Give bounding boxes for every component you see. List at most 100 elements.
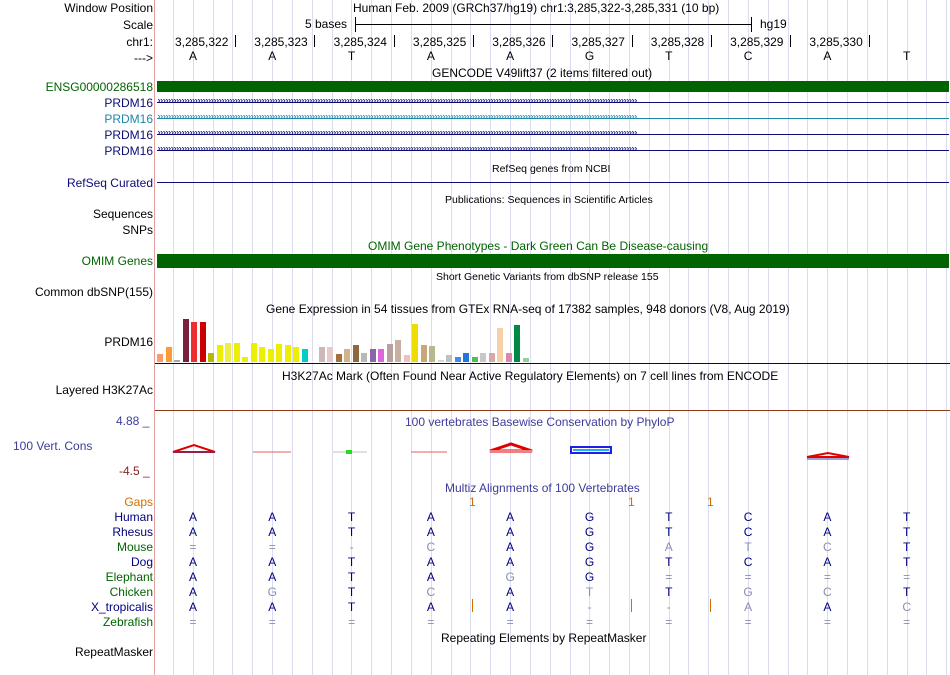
- prdm16-transcript[interactable]: ››››››››››››››››››››››››››››››››››››››››…: [157, 99, 949, 106]
- aligned-base: T: [744, 540, 752, 554]
- gtex-tissue-bar[interactable]: [301, 349, 308, 362]
- gtex-title[interactable]: Gene Expression in 54 tissues from GTEx …: [266, 302, 790, 316]
- omim-feature-bar[interactable]: [157, 254, 949, 268]
- gtex-tissue-bar[interactable]: [412, 323, 419, 362]
- refseq-line[interactable]: [157, 182, 949, 183]
- multiz-title[interactable]: Multiz Alignments of 100 Vertebrates: [445, 481, 640, 495]
- gtex-tissue-bar[interactable]: [429, 346, 436, 362]
- grid-line: [787, 0, 789, 675]
- repeatmasker-title[interactable]: Repeating Elements by RepeatMasker: [441, 631, 647, 645]
- gtex-tissue-bar[interactable]: [310, 361, 317, 362]
- gtex-tissue-bar[interactable]: [514, 325, 521, 362]
- aligned-base: A: [188, 585, 197, 599]
- phylop-label[interactable]: 100 Vert. Cons: [13, 439, 93, 453]
- gtex-tissue-bar[interactable]: [352, 344, 359, 362]
- species-label[interactable]: Zebrafish: [102, 615, 153, 629]
- gtex-tissue-bar[interactable]: [446, 355, 453, 362]
- aligned-base: A: [506, 600, 515, 614]
- gtex-tissue-bar[interactable]: [378, 349, 385, 362]
- gtex-tissue-bar[interactable]: [208, 353, 215, 362]
- gtex-tissue-bar[interactable]: [157, 353, 164, 362]
- gtex-tissue-bar[interactable]: [174, 359, 181, 362]
- gtex-tissue-bar[interactable]: [437, 359, 444, 362]
- gtex-tissue-bar[interactable]: [361, 353, 368, 362]
- species-label[interactable]: Chicken: [109, 585, 153, 599]
- gtex-tissue-bar[interactable]: [454, 356, 461, 362]
- species-label[interactable]: Mouse: [116, 540, 153, 554]
- gtex-tissue-bar[interactable]: [480, 353, 487, 362]
- refseq-title[interactable]: RefSeq genes from NCBI: [492, 163, 611, 175]
- gtex-tissue-bar[interactable]: [471, 356, 478, 362]
- gaps-label[interactable]: Gaps: [124, 495, 153, 509]
- prdm16-transcript-label[interactable]: PRDM16: [104, 144, 153, 158]
- dbsnp-title[interactable]: Short Genetic Variants from dbSNP releas…: [436, 271, 659, 283]
- gencode-item-label[interactable]: ENSG00000286518: [45, 80, 153, 94]
- gencode-title[interactable]: GENCODE V49lift37 (2 items filtered out): [432, 66, 653, 80]
- position-title[interactable]: Human Feb. 2009 (GRCh37/hg19) chr1:3,285…: [353, 1, 720, 15]
- species-label[interactable]: Human: [114, 510, 153, 524]
- gtex-tissue-bar[interactable]: [293, 347, 300, 362]
- repeatmasker-label[interactable]: RepeatMasker: [74, 645, 153, 659]
- phylop-plot[interactable]: [155, 438, 950, 468]
- aligned-base: A: [188, 555, 197, 569]
- dbsnp-label[interactable]: Common dbSNP(155): [34, 285, 153, 299]
- gtex-tissue-bar[interactable]: [318, 347, 325, 362]
- gtex-tissue-bar[interactable]: [165, 347, 172, 362]
- gtex-tissue-bar[interactable]: [182, 319, 189, 362]
- gap-count: 1: [628, 495, 635, 509]
- gtex-tissue-bar[interactable]: [327, 347, 334, 362]
- prdm16-transcript[interactable]: ››››››››››››››››››››››››››››››››››››››››…: [157, 147, 949, 154]
- gtex-tissue-bar[interactable]: [344, 349, 351, 362]
- snps-label[interactable]: SNPs: [122, 223, 153, 237]
- gtex-tissue-bar[interactable]: [395, 339, 402, 362]
- gtex-tissue-bar[interactable]: [284, 344, 291, 362]
- gtex-tissue-bar[interactable]: [191, 322, 198, 362]
- gtex-tissue-bar[interactable]: [242, 356, 249, 362]
- omim-title[interactable]: OMIM Gene Phenotypes - Dark Green Can Be…: [368, 239, 709, 253]
- gtex-tissue-bar[interactable]: [386, 344, 393, 362]
- prdm16-transcript-label[interactable]: PRDM16: [104, 112, 153, 126]
- aligned-base: =: [823, 615, 831, 629]
- gtex-tissue-bar[interactable]: [250, 342, 257, 362]
- refseq-label[interactable]: RefSeq Curated: [66, 176, 153, 190]
- grid-line: [728, 0, 730, 675]
- species-label[interactable]: Dog: [130, 555, 153, 569]
- gtex-tissue-bar[interactable]: [420, 344, 427, 362]
- grid-line: [252, 0, 254, 675]
- publications-title[interactable]: Publications: Sequences in Scientific Ar…: [445, 194, 653, 206]
- gtex-tissue-bar[interactable]: [335, 353, 342, 362]
- species-label[interactable]: X_tropicalis: [90, 600, 153, 614]
- phylop-title[interactable]: 100 vertebrates Basewise Conservation by…: [405, 415, 675, 429]
- gtex-tissue-bar[interactable]: [463, 353, 470, 362]
- gtex-gene-label[interactable]: PRDM16: [104, 335, 153, 349]
- sequences-label[interactable]: Sequences: [92, 207, 153, 221]
- prdm16-transcript[interactable]: ››››››››››››››››››››››››››››››››››››››››…: [157, 131, 949, 138]
- gtex-tissue-bar[interactable]: [403, 355, 410, 362]
- gtex-tissue-bar[interactable]: [259, 347, 266, 362]
- aligned-base: G: [584, 510, 595, 524]
- species-label[interactable]: Rhesus: [112, 525, 153, 539]
- aligned-base: A: [506, 540, 515, 554]
- gtex-tissue-bar[interactable]: [505, 353, 512, 362]
- gtex-chart[interactable]: [157, 317, 537, 362]
- h3k27ac-title[interactable]: H3K27Ac Mark (Often Found Near Active Re…: [282, 369, 779, 383]
- gtex-tissue-bar[interactable]: [267, 349, 274, 362]
- gtex-tissue-bar[interactable]: [216, 344, 223, 362]
- prdm16-transcript-label[interactable]: PRDM16: [104, 128, 153, 142]
- gtex-tissue-bar[interactable]: [276, 344, 283, 362]
- gtex-tissue-bar[interactable]: [199, 321, 206, 362]
- phylop-green-mark: [346, 450, 352, 454]
- omim-label[interactable]: OMIM Genes: [81, 254, 153, 268]
- prdm16-transcript[interactable]: ››››››››››››››››››››››››››››››››››››››››…: [157, 115, 949, 122]
- gencode-feature-bar[interactable]: [157, 81, 949, 92]
- gtex-tissue-bar[interactable]: [225, 342, 232, 362]
- h3k27ac-label[interactable]: Layered H3K27Ac: [55, 383, 153, 397]
- gtex-tissue-bar[interactable]: [369, 349, 376, 362]
- aligned-base: =: [744, 570, 752, 584]
- gtex-tissue-bar[interactable]: [488, 353, 495, 362]
- species-label[interactable]: Elephant: [105, 570, 153, 584]
- gtex-tissue-bar[interactable]: [233, 342, 240, 362]
- gtex-tissue-bar[interactable]: [497, 328, 504, 362]
- gtex-tissue-bar[interactable]: [522, 358, 529, 362]
- prdm16-transcript-label[interactable]: PRDM16: [104, 96, 153, 110]
